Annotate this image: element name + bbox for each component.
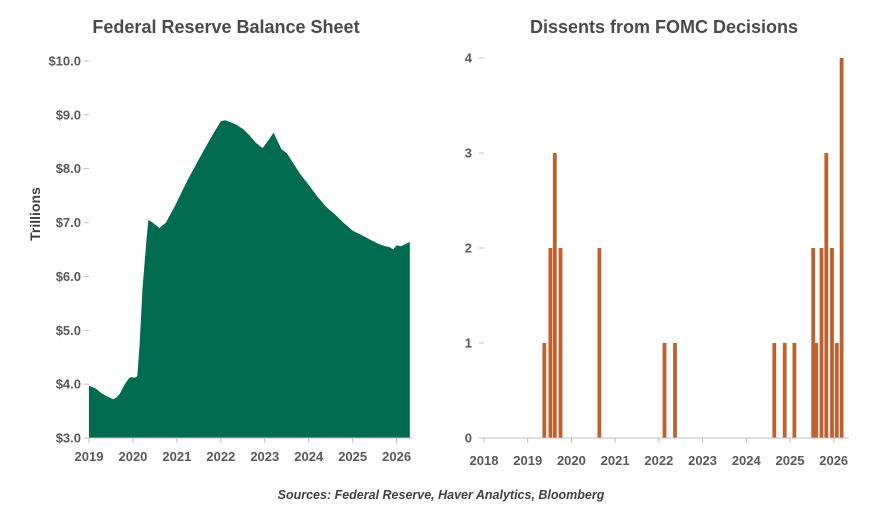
left-x-tick-label: 2019 [75, 449, 104, 464]
right-x-tick-label: 2019 [513, 453, 542, 468]
dissent-bar [662, 343, 667, 438]
dissent-bar [819, 248, 824, 438]
left-y-tick-label: $9.0 [56, 107, 81, 122]
right-x-tick-label: 2020 [557, 453, 586, 468]
dissent-bar [834, 343, 839, 438]
dissent-bar [792, 343, 797, 438]
right-x-tick-label: 2024 [732, 453, 762, 468]
dissent-bar [772, 343, 777, 438]
left-y-axis-label: Trillions [27, 187, 43, 241]
dissent-bar [839, 58, 844, 438]
dissent-bar [542, 343, 547, 438]
dissent-bar [548, 248, 553, 438]
left-chart-title: Federal Reserve Balance Sheet [92, 17, 359, 37]
left-x-tick-label: 2022 [206, 449, 235, 464]
dissent-bar [824, 153, 829, 438]
dissent-bar [552, 153, 557, 438]
right-x-tick-label: 2022 [644, 453, 673, 468]
left-x-tick-label: 2025 [338, 449, 367, 464]
left-x-tick-label: 2023 [250, 449, 279, 464]
right-y-tick-label: 1 [465, 336, 472, 351]
right-y-tick-label: 0 [465, 431, 472, 446]
left-y-tick-label: $6.0 [56, 269, 81, 284]
dissent-bar [558, 248, 563, 438]
left-y-tick-label: $5.0 [56, 323, 81, 338]
left-x-tick-label: 2021 [162, 449, 191, 464]
dissent-bar [782, 343, 787, 438]
right-x-tick-label: 2023 [688, 453, 717, 468]
left-x-tick-label: 2020 [118, 449, 147, 464]
dissent-bar [673, 343, 677, 438]
balance-sheet-area [89, 120, 410, 438]
right-y-tick-label: 2 [465, 241, 472, 256]
left-y-tick-label: $7.0 [56, 215, 81, 230]
left-y-tick-label: $10.0 [48, 54, 81, 69]
right-x-tick-label: 2021 [601, 453, 630, 468]
right-y-tick-label: 4 [465, 51, 473, 66]
left-y-tick-label: $8.0 [56, 161, 81, 176]
left-y-tick-label: $4.0 [56, 377, 81, 392]
right-x-tick-label: 2025 [776, 453, 805, 468]
source-note: Sources: Federal Reserve, Haver Analytic… [278, 488, 605, 502]
right-chart-plot: 0 1 2 3 4 2018 2019 2020 2021 2022 2023 2024 2025 202… [465, 51, 849, 468]
dissent-bar [597, 248, 602, 438]
dissent-bar [814, 343, 819, 438]
dissent-bar [811, 248, 816, 438]
left-x-tick-label: 2024 [294, 449, 324, 464]
right-x-tick-label: 2018 [470, 453, 499, 468]
right-y-tick-label: 3 [465, 146, 472, 161]
left-y-tick-label: $3.0 [56, 431, 81, 446]
dissent-bar [830, 248, 834, 438]
left-chart-plot: $3.0 $4.0 $5.0 $6.0 $7.0 $8.0 $9.0 $10.0 2019 202… [48, 54, 412, 464]
right-chart-title: Dissents from FOMC Decisions [530, 17, 798, 37]
right-x-tick-label: 2026 [819, 453, 848, 468]
left-x-tick-label: 2026 [382, 449, 411, 464]
